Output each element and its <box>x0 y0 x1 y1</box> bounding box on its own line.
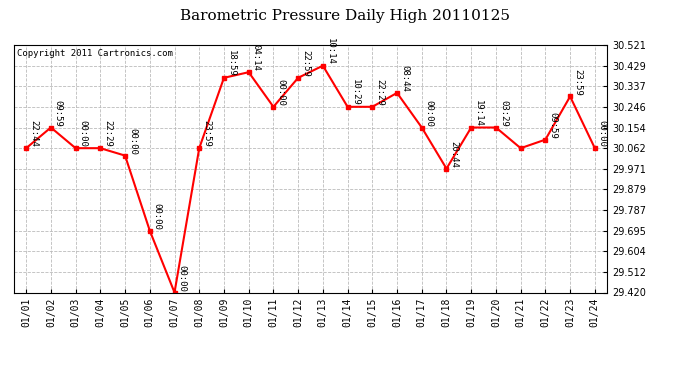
Text: 18:59: 18:59 <box>227 50 236 77</box>
Text: 22:29: 22:29 <box>375 79 384 106</box>
Text: 08:44: 08:44 <box>400 65 409 92</box>
Text: 10:29: 10:29 <box>351 79 359 106</box>
Text: 00:00: 00:00 <box>152 203 161 230</box>
Text: Barometric Pressure Daily High 20110125: Barometric Pressure Daily High 20110125 <box>180 9 510 23</box>
Text: 00:00: 00:00 <box>79 120 88 147</box>
Text: 20:44: 20:44 <box>449 141 458 168</box>
Text: 10:14: 10:14 <box>326 38 335 65</box>
Text: 00:00: 00:00 <box>425 100 434 127</box>
Text: 09:59: 09:59 <box>54 100 63 127</box>
Text: 09:59: 09:59 <box>549 112 558 139</box>
Text: 22:44: 22:44 <box>29 120 38 147</box>
Text: 22:29: 22:29 <box>104 120 112 147</box>
Text: 00:00: 00:00 <box>277 79 286 106</box>
Text: 04:14: 04:14 <box>252 44 261 71</box>
Text: 00:00: 00:00 <box>598 120 607 147</box>
Text: Copyright 2011 Cartronics.com: Copyright 2011 Cartronics.com <box>17 49 172 58</box>
Text: 00:00: 00:00 <box>128 128 137 155</box>
Text: 19:14: 19:14 <box>474 100 483 127</box>
Text: 22:59: 22:59 <box>301 50 310 77</box>
Text: 03:29: 03:29 <box>499 100 508 127</box>
Text: 00:00: 00:00 <box>177 265 186 292</box>
Text: 23:59: 23:59 <box>202 120 211 147</box>
Text: 23:59: 23:59 <box>573 69 582 96</box>
